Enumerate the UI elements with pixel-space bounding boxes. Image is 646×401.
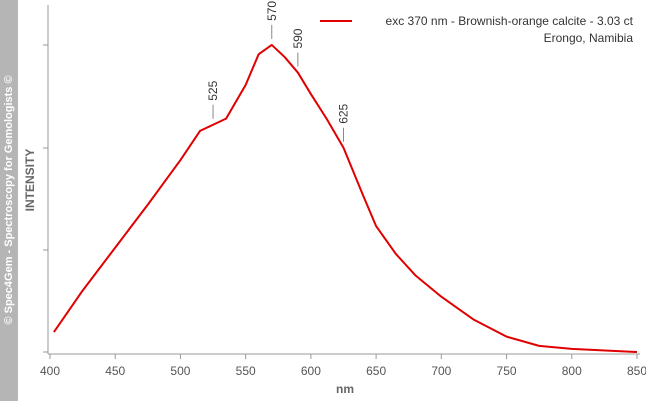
- spectrum-line: [53, 43, 638, 353]
- x-tick-label: 800: [562, 364, 582, 378]
- legend-note: Erongo, Namibia: [544, 31, 634, 45]
- legend-label: exc 370 nm - Brownish-orange calcite - 3…: [386, 14, 634, 28]
- x-tick-label: 650: [366, 364, 386, 378]
- x-tick-label: 750: [497, 364, 517, 378]
- watermark-strip: [0, 0, 18, 401]
- x-tick-label: 850: [627, 364, 646, 378]
- watermark: © Spec4Gem - Spectroscopy for Gemologist…: [3, 75, 15, 324]
- x-axis-label: nm: [336, 382, 354, 396]
- peak-label: 590: [291, 28, 305, 48]
- x-tick-label: 500: [170, 364, 190, 378]
- peak-label: 525: [206, 80, 220, 100]
- peak-label: 625: [337, 103, 351, 123]
- x-tick-label: 700: [431, 364, 451, 378]
- x-tick-label: 600: [301, 364, 321, 378]
- x-tick-label: 450: [105, 364, 125, 378]
- peak-label: 570: [265, 1, 279, 21]
- x-tick-label: 400: [40, 364, 60, 378]
- x-tick-label: 550: [236, 364, 256, 378]
- y-axis-label: INTENSITY: [23, 149, 37, 212]
